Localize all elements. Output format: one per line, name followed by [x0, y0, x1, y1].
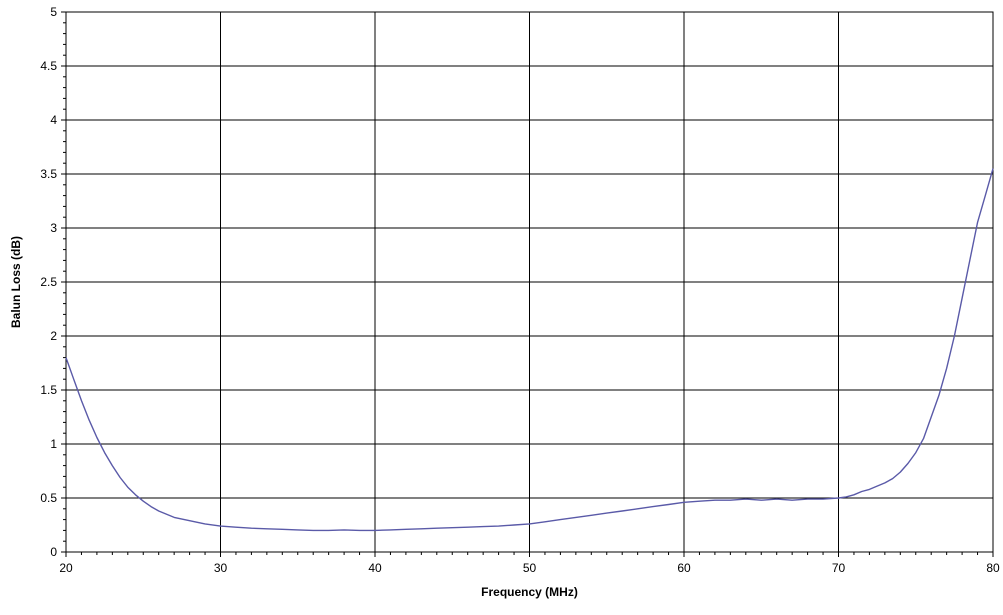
x-tick-label: 20: [59, 561, 73, 575]
x-axis: 20 30 40 50 60 70 80: [59, 552, 1000, 575]
y-tick-label: 0: [50, 545, 57, 559]
y-tick-label: 2: [50, 329, 57, 343]
y-tick-label: 3: [50, 221, 57, 235]
x-tick-label: 70: [832, 561, 846, 575]
x-tick-label: 50: [523, 561, 537, 575]
y-axis-title: Balun Loss (dB): [9, 236, 23, 328]
y-tick-label: 4: [50, 113, 57, 127]
y-tick-label: 1.5: [40, 383, 57, 397]
x-axis-title: Frequency (MHz): [481, 585, 578, 599]
series-layer: [65, 168, 994, 532]
x-tick-label: 30: [214, 561, 228, 575]
y-tick-label: 3.5: [40, 167, 57, 181]
grid: [65, 11, 994, 553]
y-axis: 0 0.5 1 1.5 2 2.5 3 3.5 4 4.5 5: [40, 5, 66, 559]
y-tick-label: 2.5: [40, 275, 57, 289]
y-tick-label: 0.5: [40, 491, 57, 505]
y-tick-label: 4.5: [40, 59, 57, 73]
y-tick-label: 1: [50, 437, 57, 451]
x-tick-label: 40: [368, 561, 382, 575]
series-line-0: [65, 168, 994, 532]
x-tick-label: 80: [986, 561, 1000, 575]
y-tick-label: 5: [50, 5, 57, 19]
x-tick-label: 60: [677, 561, 691, 575]
